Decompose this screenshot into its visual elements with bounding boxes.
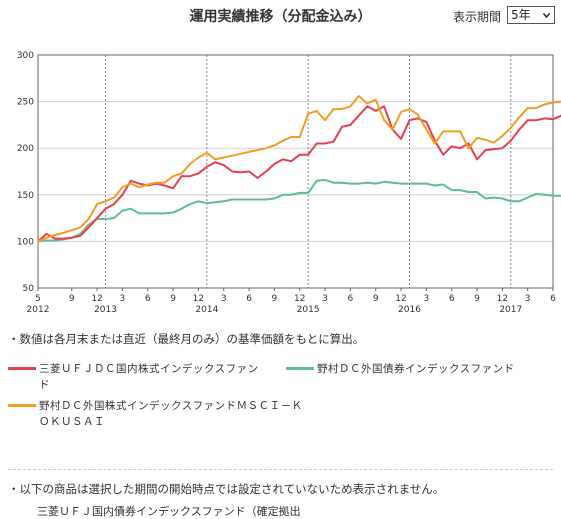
legend-item-foreign-equity: 野村ＤＣ外国株式インデックスファンドＭＳＣＩ－Ｋ ＯＫＵＳＡＩ bbox=[8, 398, 308, 432]
x-year-label: 2012 bbox=[27, 305, 50, 315]
x-tick-label: 6 bbox=[550, 294, 556, 304]
x-tick-label: 6 bbox=[449, 294, 455, 304]
legend-swatch-red bbox=[8, 367, 36, 370]
x-tick-label: 3 bbox=[423, 294, 429, 304]
legend-swatch-green bbox=[286, 367, 314, 370]
legend-label: 野村ＤＣ外国債券インデックスファンド bbox=[317, 363, 515, 375]
x-tick-label: 5 bbox=[35, 294, 41, 304]
y-tick-label: 100 bbox=[17, 237, 34, 247]
series-line-2 bbox=[37, 95, 561, 243]
x-year-label: 2013 bbox=[94, 305, 117, 315]
y-tick-label: 300 bbox=[17, 51, 34, 61]
x-year-label: 2014 bbox=[195, 305, 218, 315]
y-tick-label: 150 bbox=[17, 191, 34, 201]
legend-label: 三菱ＵＦＪＤＣ国内株式インデックスファンド bbox=[39, 363, 259, 391]
legend-item-foreign-bond: 野村ＤＣ外国債券インデックスファンド bbox=[286, 361, 556, 377]
divider bbox=[8, 469, 553, 470]
note-basis: ・数値は各月末または直近（最終月のみ）の基準価額をもとに算出。 bbox=[8, 332, 365, 346]
y-tick-label: 200 bbox=[17, 144, 34, 154]
note-not-shown: ・以下の商品は選択した期間の開始時点では設定されていないため表示されません。 bbox=[8, 482, 445, 496]
x-tick-label: 3 bbox=[322, 294, 328, 304]
legend-label: 野村ＤＣ外国株式インデックスファンドＭＳＣＩ－Ｋ ＯＫＵＳＡＩ bbox=[39, 400, 303, 428]
x-tick-label: 9 bbox=[373, 294, 379, 304]
x-tick-label: 3 bbox=[120, 294, 126, 304]
y-tick-label: 250 bbox=[17, 98, 34, 108]
x-tick-label: 9 bbox=[170, 294, 176, 304]
x-tick-label: 9 bbox=[69, 294, 75, 304]
x-tick-label: 6 bbox=[246, 294, 252, 304]
x-tick-label: 12 bbox=[395, 294, 406, 304]
x-tick-label: 12 bbox=[294, 294, 305, 304]
x-tick-label: 12 bbox=[497, 294, 508, 304]
x-tick-label: 9 bbox=[474, 294, 480, 304]
x-tick-label: 3 bbox=[525, 294, 531, 304]
x-tick-label: 12 bbox=[193, 294, 204, 304]
x-year-label: 2016 bbox=[398, 305, 421, 315]
legend-item-jp-equity: 三菱ＵＦＪＤＣ国内株式インデックスファンド bbox=[8, 361, 268, 391]
x-tick-label: 12 bbox=[91, 294, 102, 304]
series-line-1 bbox=[37, 178, 561, 243]
x-year-label: 2015 bbox=[297, 305, 320, 315]
y-tick-label: 50 bbox=[23, 284, 35, 294]
x-year-label: 2017 bbox=[499, 305, 522, 315]
chart-title: 運用実績推移（分配金込み） bbox=[189, 9, 372, 25]
legend-swatch-orange bbox=[8, 404, 36, 407]
performance-chart: 50 100 150 200 250 300 5 9 12 3 6 9 12 3 6 9 12 3 6 9 12 3 6 9 1… bbox=[17, 51, 561, 315]
plot-frame bbox=[37, 54, 554, 289]
x-tick-label: 9 bbox=[272, 294, 278, 304]
period-select-value: 5年 bbox=[511, 8, 531, 22]
unlisted-fund-name: 三菱ＵＦＪ国内債券インデックスファンド（確定拠出 bbox=[37, 505, 301, 518]
x-tick-label: 6 bbox=[145, 294, 151, 304]
x-tick-label: 3 bbox=[221, 294, 227, 304]
chevron-down-icon bbox=[543, 13, 550, 19]
series-line-0 bbox=[37, 105, 561, 243]
period-select[interactable]: 5年 bbox=[507, 6, 555, 24]
x-tick-label: 6 bbox=[348, 294, 354, 304]
period-label: 表示期間 bbox=[453, 10, 502, 24]
